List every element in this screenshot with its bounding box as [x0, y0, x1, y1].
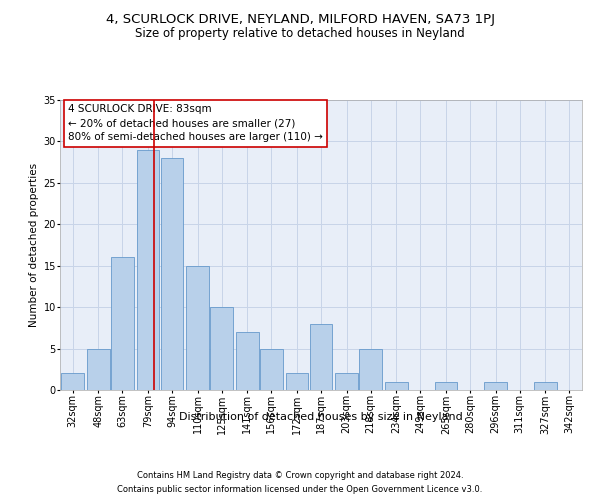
- Bar: [286, 374, 308, 390]
- Bar: [385, 382, 407, 390]
- Bar: [260, 348, 283, 390]
- Bar: [534, 382, 557, 390]
- Bar: [236, 332, 259, 390]
- Text: 4 SCURLOCK DRIVE: 83sqm
← 20% of detached houses are smaller (27)
80% of semi-de: 4 SCURLOCK DRIVE: 83sqm ← 20% of detache…: [68, 104, 323, 142]
- Text: Size of property relative to detached houses in Neyland: Size of property relative to detached ho…: [135, 28, 465, 40]
- Text: Distribution of detached houses by size in Neyland: Distribution of detached houses by size …: [179, 412, 463, 422]
- Bar: [137, 150, 160, 390]
- Bar: [61, 374, 84, 390]
- Bar: [187, 266, 209, 390]
- Bar: [434, 382, 457, 390]
- Bar: [211, 307, 233, 390]
- Text: Contains public sector information licensed under the Open Government Licence v3: Contains public sector information licen…: [118, 485, 482, 494]
- Text: 4, SCURLOCK DRIVE, NEYLAND, MILFORD HAVEN, SA73 1PJ: 4, SCURLOCK DRIVE, NEYLAND, MILFORD HAVE…: [106, 12, 494, 26]
- Text: Contains HM Land Registry data © Crown copyright and database right 2024.: Contains HM Land Registry data © Crown c…: [137, 471, 463, 480]
- Bar: [310, 324, 332, 390]
- Y-axis label: Number of detached properties: Number of detached properties: [29, 163, 39, 327]
- Bar: [111, 258, 134, 390]
- Bar: [359, 348, 382, 390]
- Bar: [87, 348, 110, 390]
- Bar: [161, 158, 184, 390]
- Bar: [335, 374, 358, 390]
- Bar: [484, 382, 507, 390]
